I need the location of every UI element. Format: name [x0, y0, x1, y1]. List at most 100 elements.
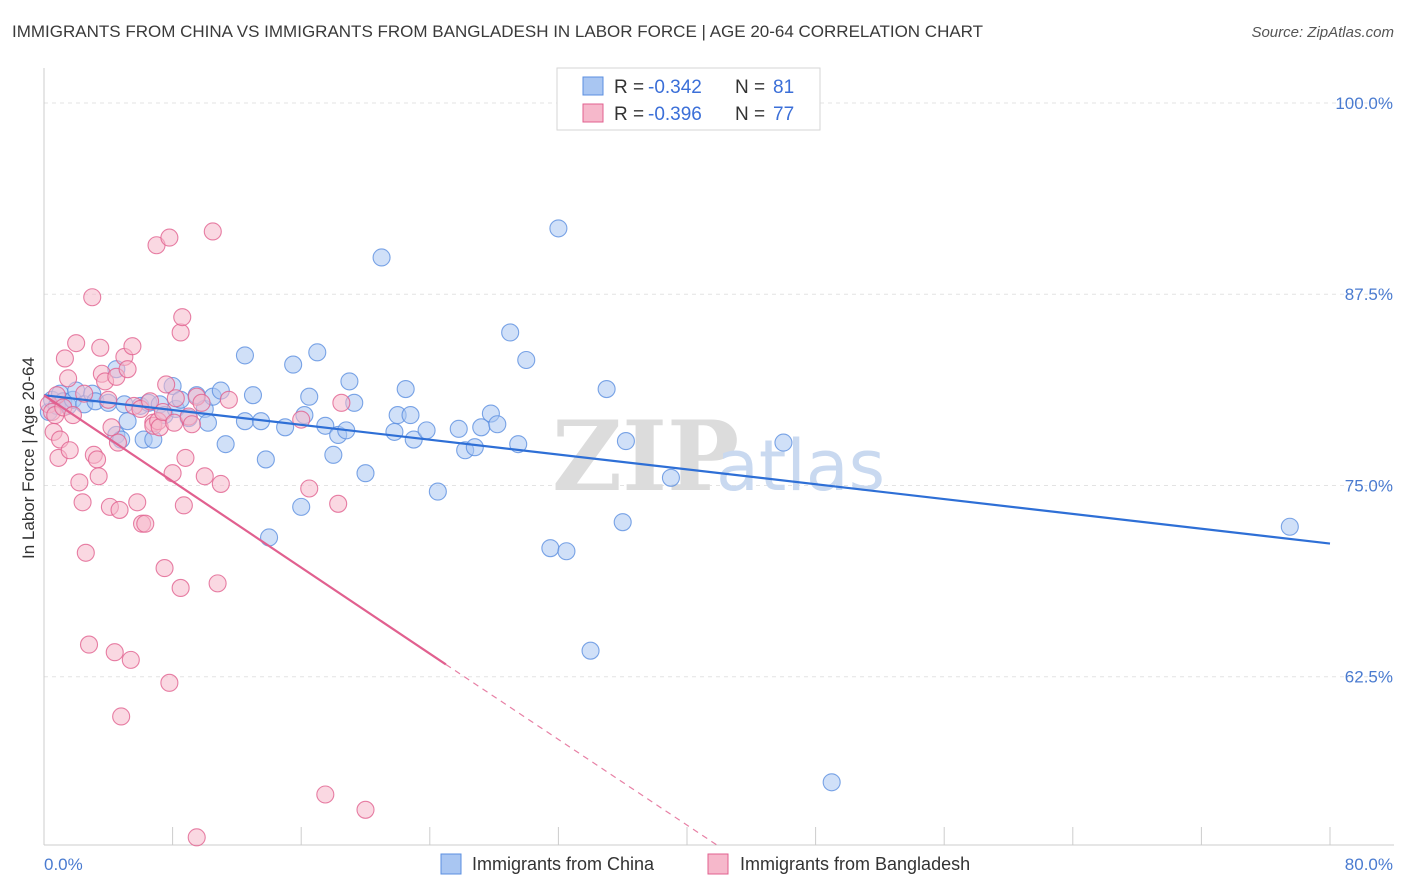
point-bangladesh-49	[155, 559, 174, 578]
legend-r-value-china: -0.342	[648, 77, 702, 98]
axes	[43, 68, 1394, 846]
point-bangladesh-71	[300, 479, 319, 498]
point-china-72	[581, 641, 600, 660]
point-bangladesh-62	[182, 415, 201, 434]
point-china-35	[243, 386, 263, 405]
point-bangladesh-51	[160, 228, 179, 247]
point-china-51	[356, 464, 375, 483]
point-china-56	[401, 406, 420, 425]
point-china-65	[488, 415, 507, 434]
point-china-70	[549, 219, 568, 238]
point-china-34	[235, 346, 254, 365]
point-bangladesh-13	[70, 473, 89, 492]
stats-legend: R = -0.342 N = 81 R = -0.396 N = 77	[556, 67, 821, 131]
legend-r-label-china: R =	[614, 77, 644, 98]
point-bangladesh-8	[55, 349, 74, 368]
trend-line-bangladesh-extension	[445, 663, 718, 846]
point-bangladesh-42	[141, 392, 160, 411]
point-bangladesh-67	[208, 574, 227, 593]
legend-n-value-china: 81	[773, 77, 794, 98]
series-legend: Immigrants from China Immigrants from Ba…	[440, 853, 970, 875]
point-bangladesh-56	[171, 323, 190, 342]
point-bangladesh-57	[171, 578, 190, 598]
x-tick-label-0: 0.0%	[44, 855, 83, 874]
point-china-73	[597, 380, 616, 399]
point-bangladesh-65	[195, 467, 214, 486]
point-bangladesh-41	[136, 514, 155, 533]
point-bangladesh-69	[219, 390, 238, 409]
point-bangladesh-16	[76, 543, 95, 562]
point-bangladesh-36	[123, 337, 142, 356]
point-bangladesh-64	[192, 393, 211, 412]
trend-line-bangladesh	[43, 394, 447, 666]
legend-r-value-bangladesh: -0.396	[648, 104, 702, 125]
point-bangladesh-28	[105, 643, 124, 662]
point-bangladesh-10	[60, 441, 79, 460]
legend-swatch-china	[582, 76, 604, 96]
y-tick-label-0: 62.5%	[1345, 668, 1393, 687]
legend-label-china: Immigrants from China	[472, 854, 655, 874]
trend-line-china	[43, 394, 1331, 545]
point-china-66	[501, 323, 520, 342]
legend-swatch-china-bottom	[440, 853, 462, 875]
point-china-68	[517, 350, 536, 370]
point-bangladesh-18	[83, 288, 102, 307]
point-bangladesh-73	[329, 494, 348, 513]
point-bangladesh-74	[332, 393, 351, 412]
point-china-52	[372, 248, 391, 267]
legend-swatch-bangladesh	[582, 103, 604, 123]
point-china-76	[661, 468, 680, 487]
point-bangladesh-38	[128, 493, 147, 512]
point-bangladesh-14	[73, 493, 92, 512]
point-china-53	[385, 422, 404, 441]
point-bangladesh-72	[316, 785, 335, 804]
point-bangladesh-20	[87, 450, 107, 469]
point-bangladesh-9	[59, 369, 78, 388]
point-bangladesh-34	[118, 360, 137, 379]
x-tick-label-1: 80.0%	[1345, 855, 1393, 874]
point-china-37	[256, 450, 275, 469]
watermark: ZIP atlas	[552, 400, 885, 513]
y-tick-labels: 62.5% 75.0% 87.5% 100.0%	[1335, 94, 1393, 687]
point-bangladesh-15	[75, 384, 94, 403]
point-bangladesh-66	[203, 222, 222, 241]
watermark-atlas: atlas	[716, 425, 885, 507]
point-bangladesh-21	[89, 467, 108, 486]
point-china-46	[324, 445, 343, 464]
point-china-79	[1280, 517, 1299, 536]
point-bangladesh-17	[79, 635, 99, 654]
point-china-58	[417, 421, 436, 440]
point-china-71	[557, 542, 576, 561]
point-china-49	[340, 372, 359, 391]
point-china-38	[259, 528, 279, 547]
point-china-69	[541, 539, 560, 558]
point-bangladesh-27	[102, 418, 121, 437]
point-china-60	[449, 419, 468, 438]
point-china-78	[822, 773, 841, 792]
x-tick-labels: 0.0% 80.0%	[44, 855, 1393, 874]
point-china-30	[198, 413, 218, 432]
point-bangladesh-68	[211, 474, 230, 493]
chart-title: IMMIGRANTS FROM CHINA VS IMMIGRANTS FROM…	[12, 22, 984, 41]
legend-n-label-china: N =	[735, 77, 765, 98]
point-china-59	[428, 482, 447, 501]
point-china-44	[308, 343, 327, 362]
point-china-75	[616, 432, 635, 451]
point-china-74	[613, 513, 632, 532]
trend-lines	[43, 394, 1331, 846]
point-china-77	[774, 433, 793, 452]
point-china-32	[216, 435, 235, 454]
point-bangladesh-32	[112, 707, 131, 726]
point-bangladesh-22	[91, 338, 110, 357]
point-china-41	[292, 497, 311, 516]
point-bangladesh-25	[99, 390, 118, 409]
y-tick-label-2: 87.5%	[1345, 285, 1393, 304]
point-bangladesh-75	[356, 800, 375, 819]
point-bangladesh-53	[163, 464, 182, 483]
legend-n-label-bangladesh: N =	[735, 104, 765, 125]
point-china-43	[300, 387, 319, 406]
point-bangladesh-31	[110, 500, 129, 519]
point-bangladesh-76	[187, 828, 206, 847]
legend-label-bangladesh: Immigrants from Bangladesh	[740, 854, 970, 874]
